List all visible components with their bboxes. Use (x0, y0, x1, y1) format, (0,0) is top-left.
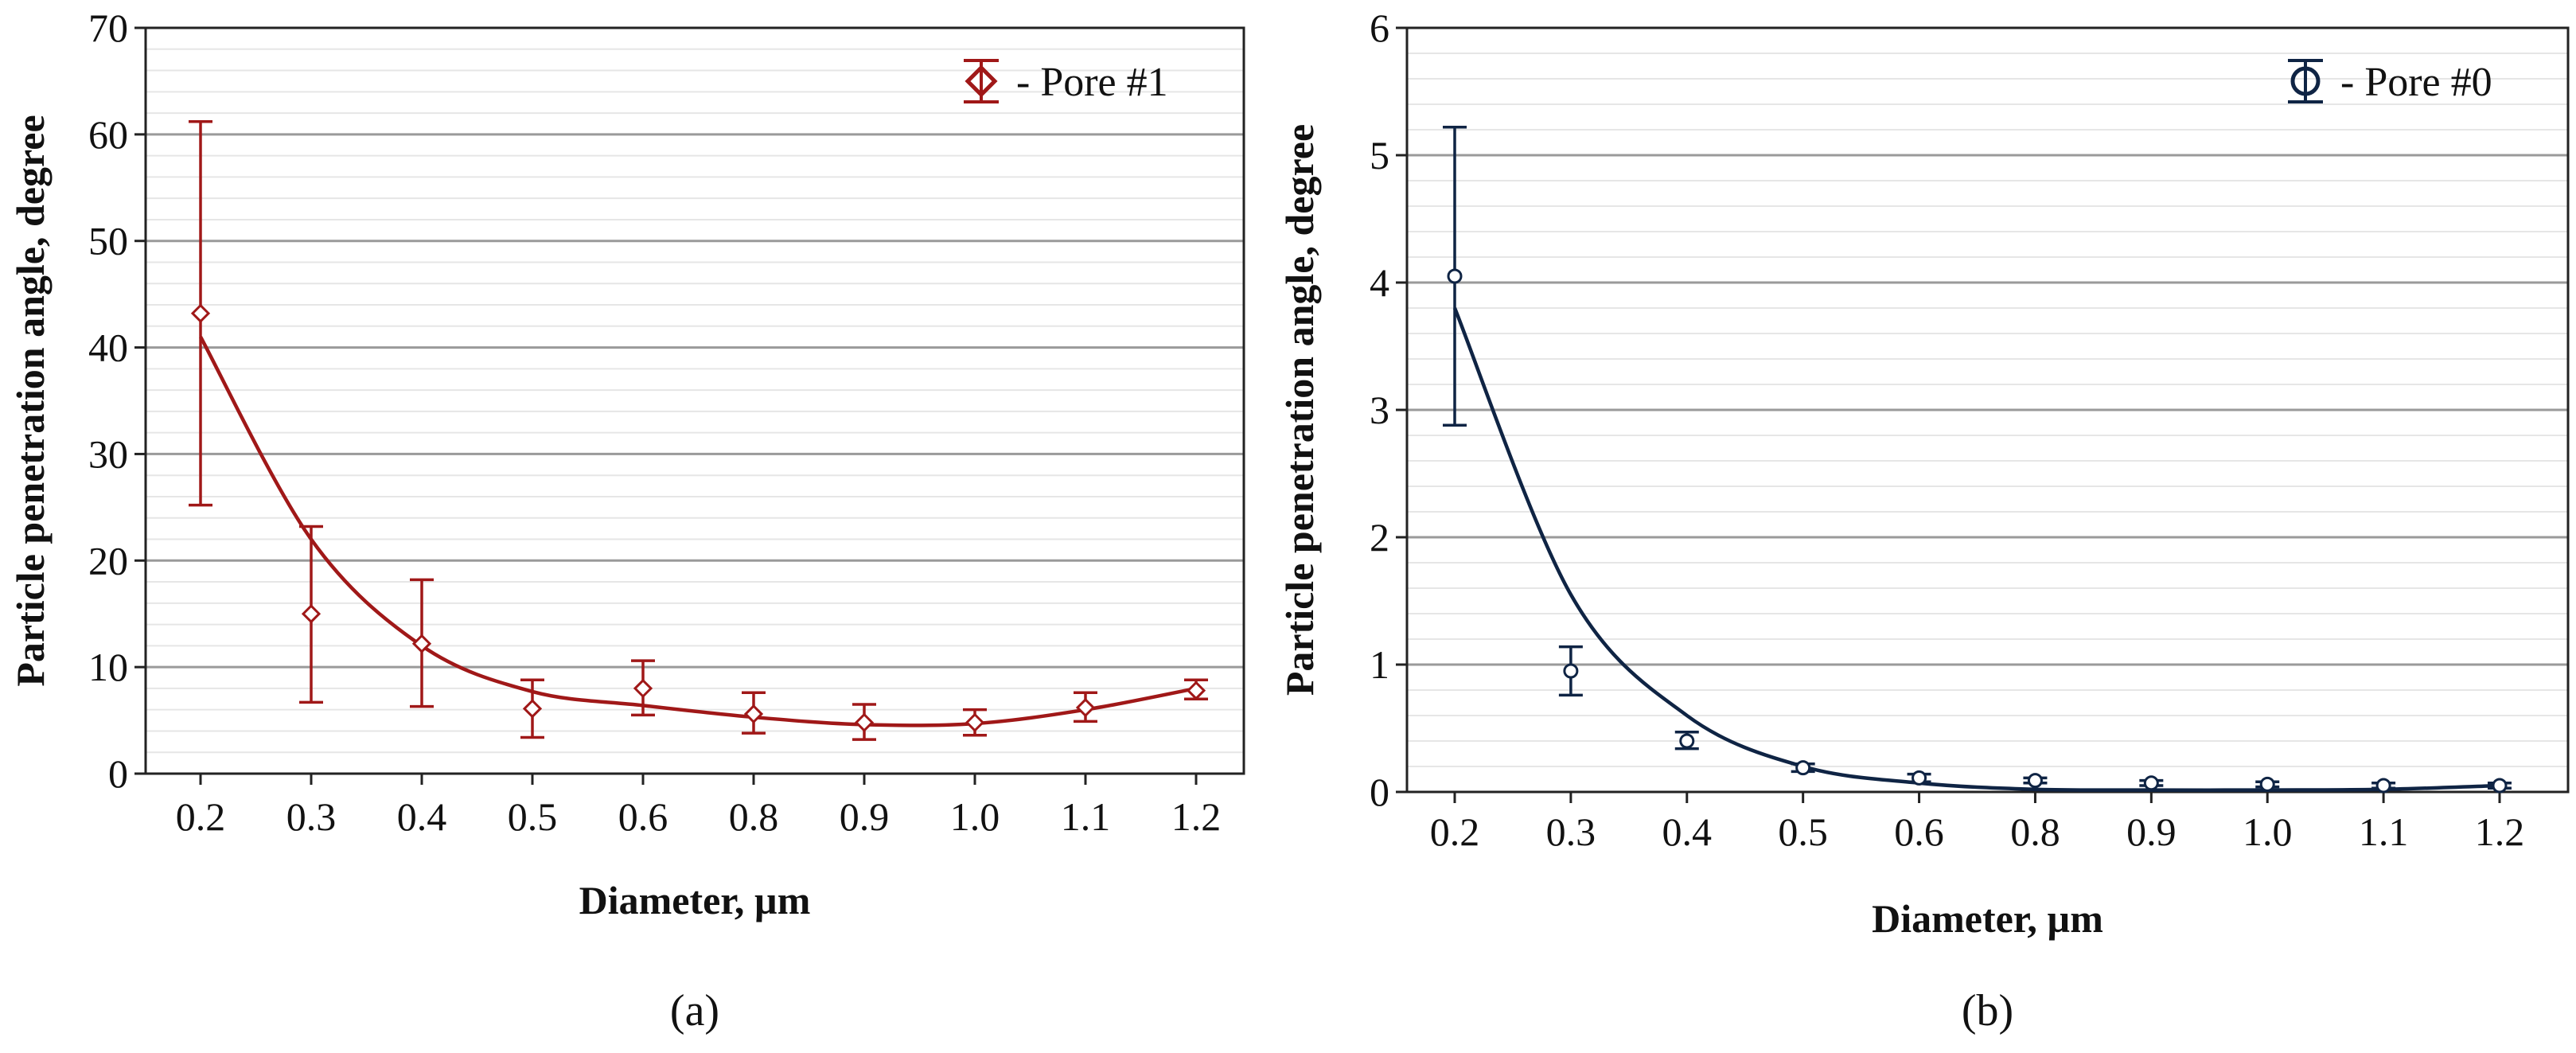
legend-marker (2290, 66, 2321, 96)
y-tick-label: 70 (88, 6, 128, 50)
x-tick-label: 0.3 (1546, 809, 1596, 854)
y-tick-label: 10 (88, 645, 128, 689)
data-point (1563, 663, 1579, 679)
x-tick-label: 1.0 (2243, 809, 2293, 854)
data-point (2143, 775, 2159, 791)
y-tick-label: 2 (1370, 515, 1389, 560)
chart-caption: (a) (670, 986, 719, 1035)
x-tick-label: 1.0 (950, 794, 1000, 839)
plot-area (146, 28, 1244, 774)
x-tick-label: 1.2 (2475, 809, 2525, 854)
x-tick-label: 0.4 (1662, 809, 1713, 854)
y-tick-label: 0 (108, 751, 128, 796)
data-point (854, 712, 875, 732)
x-tick-label: 1.1 (1061, 794, 1111, 839)
y-tick-label: 40 (88, 326, 128, 370)
y-tick-label: 0 (1370, 770, 1389, 814)
data-point (1679, 733, 1695, 749)
y-tick-label: 60 (88, 112, 128, 157)
data-point (2027, 773, 2043, 789)
x-tick-label: 0.3 (286, 794, 337, 839)
y-tick-label: 3 (1370, 388, 1389, 432)
x-axis-title: Diameter, µm (579, 878, 811, 922)
plot-frame (144, 26, 1245, 775)
data-point (1795, 760, 1811, 776)
data-point (965, 712, 985, 732)
y-tick-label: 20 (88, 538, 128, 583)
fit-curve (1452, 307, 2500, 792)
data-point (1186, 681, 1206, 700)
x-tick-label: 1.1 (2359, 809, 2409, 854)
data-point (190, 303, 211, 323)
y-tick-label: 30 (88, 431, 128, 476)
x-tick-label: 0.2 (1430, 809, 1480, 854)
chart-b: 0 1 2 3 4 5 6 0.2 0.3 0.4 0.5 0.6 0.8 0.9 1.0 1.1 1.2 Par… (1277, 6, 2570, 1035)
x-tick-label: 0.6 (1894, 809, 1944, 854)
data-point (2375, 778, 2391, 794)
data-point (743, 704, 764, 724)
x-tick-label: 0.9 (840, 794, 890, 839)
data-point (301, 604, 322, 624)
x-tick-label: 0.4 (397, 794, 447, 839)
x-tick-label: 0.6 (618, 794, 668, 839)
x-tick-label: 0.8 (2010, 809, 2060, 854)
legend-label: - Pore #0 (2340, 60, 2492, 105)
y-tick-label: 1 (1370, 642, 1389, 687)
data-point (1447, 268, 1463, 284)
y-tick-label: 4 (1370, 260, 1389, 305)
data-point (2492, 778, 2508, 794)
legend-label: - Pore #1 (1016, 60, 1168, 105)
legend: - Pore #0 (2288, 59, 2492, 105)
x-axis-title: Diameter, µm (1872, 896, 2103, 941)
fit-curve (199, 336, 1197, 727)
legend: - Pore #1 (964, 59, 1168, 105)
data-point (522, 699, 543, 719)
x-tick-label: 0.8 (729, 794, 779, 839)
data-point (2259, 776, 2275, 792)
data-point (411, 634, 432, 653)
legend-marker (965, 64, 998, 98)
x-tick-label: 1.2 (1171, 794, 1222, 839)
data-point (1912, 770, 1927, 786)
chart-a: 0 10 20 30 40 50 60 70 0.2 0.3 0.4 0.5 0.6 0.8 0.9 1.0 1… (8, 6, 1245, 1035)
data-point (1075, 697, 1096, 718)
x-tick-label: 0.9 (2126, 809, 2177, 854)
y-tick-label: 5 (1370, 133, 1389, 177)
y-tick-label: 50 (88, 219, 128, 263)
data-point (633, 678, 653, 699)
y-axis-title: Particle penetration angle, degree (8, 115, 53, 686)
x-tick-label: 0.5 (508, 794, 558, 839)
y-tick-label: 6 (1370, 6, 1389, 50)
x-tick-label: 0.5 (1778, 809, 1828, 854)
x-tick-label: 0.2 (176, 794, 226, 839)
y-axis-title: Particle penetration angle, degree (1277, 124, 1322, 696)
chart-caption: (b) (1962, 986, 2013, 1035)
